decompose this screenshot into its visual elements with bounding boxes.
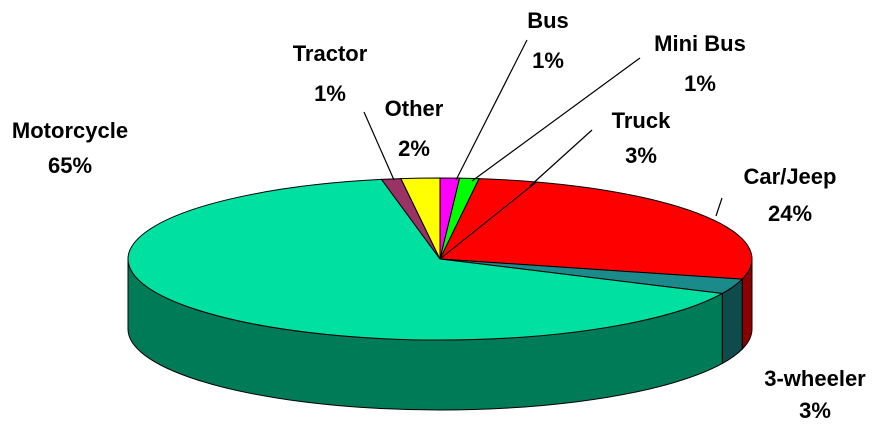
leader-line [455,39,528,181]
slice [400,177,441,260]
slice-value-label: 1% [684,71,716,96]
slice-label: Motorcycle [12,118,128,143]
slice [127,178,724,341]
leader-line [471,57,641,182]
leader-line [715,197,723,217]
slice [438,181,753,280]
slice-label: 3-wheeler [764,366,866,391]
slice-label: Mini Bus [654,31,746,56]
slice-label: Other [385,96,444,121]
slice-value-label: 3% [799,398,831,423]
slice-value-label: 1% [532,48,564,73]
slice-value-label: 2% [398,136,430,161]
slice-value-label: 24% [768,201,812,226]
leader-line [529,129,593,187]
leader-line [363,111,395,181]
slice-value-label: 1% [314,81,346,106]
slice-label: Bus [527,8,569,33]
slice-value-label: 3% [625,143,657,168]
slice-label: Car/Jeep [744,164,837,189]
slice-value-label: 65% [48,153,92,178]
slice-label: Tractor [293,41,368,66]
slice-label: Truck [612,108,671,133]
